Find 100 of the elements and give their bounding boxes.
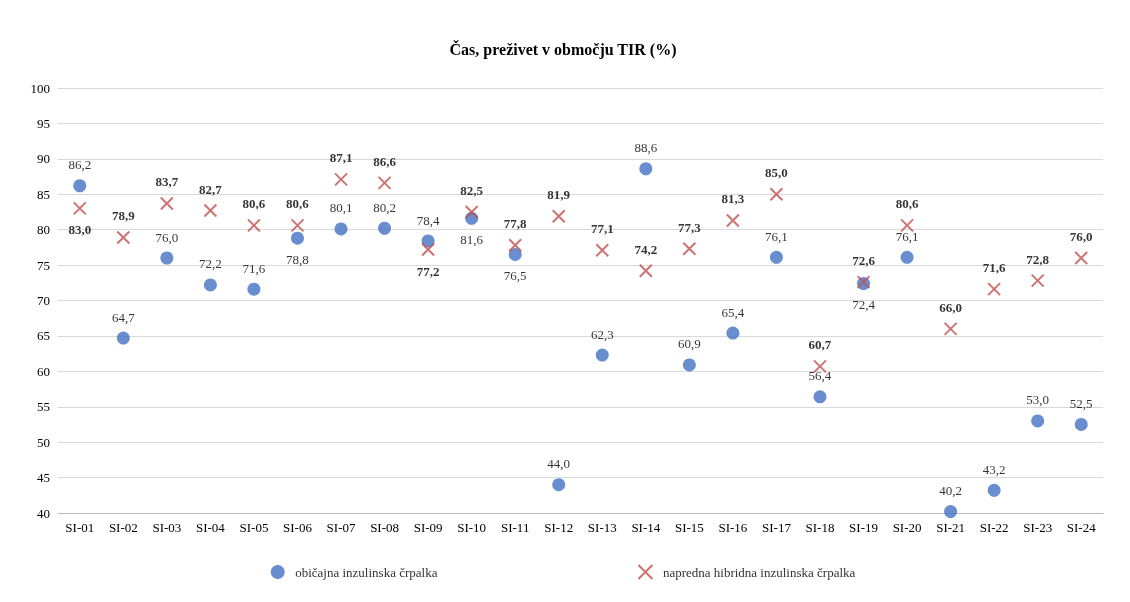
- data-label: 56,4: [808, 368, 832, 384]
- data-label: 40,2: [939, 483, 962, 499]
- data-label: 76,0: [155, 229, 179, 245]
- data-label: 76,1: [765, 228, 788, 244]
- data-label: 52,5: [1069, 395, 1093, 411]
- y-tick-label: 55: [37, 399, 50, 415]
- data-label: 80,6: [895, 196, 919, 212]
- x-tick-label: SI-22: [979, 520, 1009, 535]
- data-label: 76,1: [895, 228, 919, 244]
- data-label: 77,2: [416, 263, 440, 279]
- x-tick-label: SI-08: [370, 520, 400, 535]
- point: [682, 358, 696, 372]
- data-label: 66,0: [939, 299, 962, 315]
- data-label: 85,0: [765, 165, 788, 181]
- y-tick-label: 65: [37, 328, 50, 344]
- x-tick-label: SI-12: [544, 520, 574, 535]
- point: [334, 172, 349, 187]
- point: [943, 321, 958, 336]
- data-label: 62,3: [590, 326, 614, 342]
- y-tick-label: 70: [37, 293, 50, 308]
- data-label: 77,8: [503, 216, 528, 232]
- point: [464, 204, 479, 219]
- x-tick-label: SI-13: [587, 520, 617, 535]
- data-label: 83,7: [155, 174, 179, 190]
- point: [551, 209, 566, 224]
- point: [203, 278, 217, 292]
- data-label: 80,6: [242, 196, 266, 212]
- x-tick-label: SI-14: [631, 520, 661, 535]
- x-tick-label: SI-09: [413, 520, 443, 535]
- data-label: 44,0: [547, 456, 571, 472]
- x-tick-label: SI-18: [805, 520, 835, 535]
- data-label: 77,3: [677, 219, 702, 235]
- x-tick-label: SI-20: [892, 520, 922, 535]
- point: [987, 282, 1002, 297]
- data-label: 87,1: [329, 150, 353, 166]
- data-label: 72,4: [852, 297, 876, 312]
- x-tick-label: SI-01: [65, 520, 95, 535]
- x-tick-label: SI-11: [500, 520, 530, 535]
- data-label: 53,0: [1026, 392, 1050, 408]
- point: [595, 348, 609, 362]
- point: [1031, 414, 1045, 428]
- point: [900, 250, 914, 264]
- point: [1074, 417, 1088, 431]
- y-tick-label: 45: [37, 470, 50, 486]
- data-label: 82,7: [199, 181, 223, 197]
- data-label: 76,5: [503, 267, 527, 283]
- x-tick-label: SI-10: [457, 520, 487, 535]
- point: [595, 243, 610, 258]
- data-label: 43,2: [982, 461, 1006, 477]
- legend-label: napredna hibridna inzulinska črpalka: [662, 564, 856, 580]
- y-tick-label: 75: [37, 257, 50, 273]
- y-tick-label: 95: [37, 115, 50, 131]
- point: [116, 230, 131, 245]
- data-label: 80,6: [286, 196, 310, 212]
- data-label: 64,7: [111, 309, 136, 325]
- data-label: 74,2: [634, 241, 658, 257]
- point: [508, 238, 523, 253]
- y-tick-label: 40: [37, 505, 50, 521]
- chart-title: Čas, preživet v območju TIR (%): [449, 39, 677, 59]
- point: [378, 221, 392, 235]
- point: [116, 331, 130, 345]
- data-label: 78,9: [111, 208, 136, 224]
- point: [769, 250, 783, 264]
- data-label: 80,2: [373, 199, 396, 215]
- point: [421, 242, 436, 257]
- point: [987, 483, 1001, 497]
- point: [639, 162, 653, 176]
- x-tick-label: SI-02: [108, 520, 138, 535]
- point: [944, 505, 958, 519]
- point: [552, 478, 566, 492]
- point: [1030, 273, 1045, 288]
- point: [72, 201, 87, 216]
- data-label: 82,5: [460, 182, 484, 198]
- y-tick-label: 100: [30, 80, 50, 96]
- point: [73, 179, 87, 193]
- point: [247, 282, 261, 296]
- data-label: 77,1: [590, 221, 614, 237]
- point: [377, 175, 392, 190]
- y-tick-label: 85: [37, 186, 50, 202]
- data-label: 72,2: [199, 256, 222, 272]
- data-label: 60,7: [808, 337, 832, 353]
- data-label: 83,0: [68, 222, 92, 238]
- x-tick-label: SI-17: [761, 520, 792, 535]
- x-tick-label: SI-23: [1023, 520, 1053, 535]
- data-label: 81,9: [547, 187, 571, 203]
- point: [725, 213, 740, 228]
- data-label: 78,4: [416, 212, 440, 228]
- data-label: 81,3: [721, 191, 745, 207]
- data-label: 72,8: [1026, 251, 1050, 267]
- point: [1074, 251, 1089, 265]
- data-label: 86,2: [68, 157, 92, 173]
- y-tick-label: 90: [37, 151, 50, 167]
- point: [726, 326, 740, 340]
- x-tick-label: SI-21: [936, 520, 966, 535]
- data-label: 78,8: [286, 251, 309, 267]
- data-label: 80,1: [329, 200, 353, 216]
- data-label: 72,6: [852, 253, 876, 269]
- data-label: 65,4: [721, 304, 745, 320]
- x-tick-label: SI-04: [195, 520, 226, 535]
- point: [246, 218, 261, 233]
